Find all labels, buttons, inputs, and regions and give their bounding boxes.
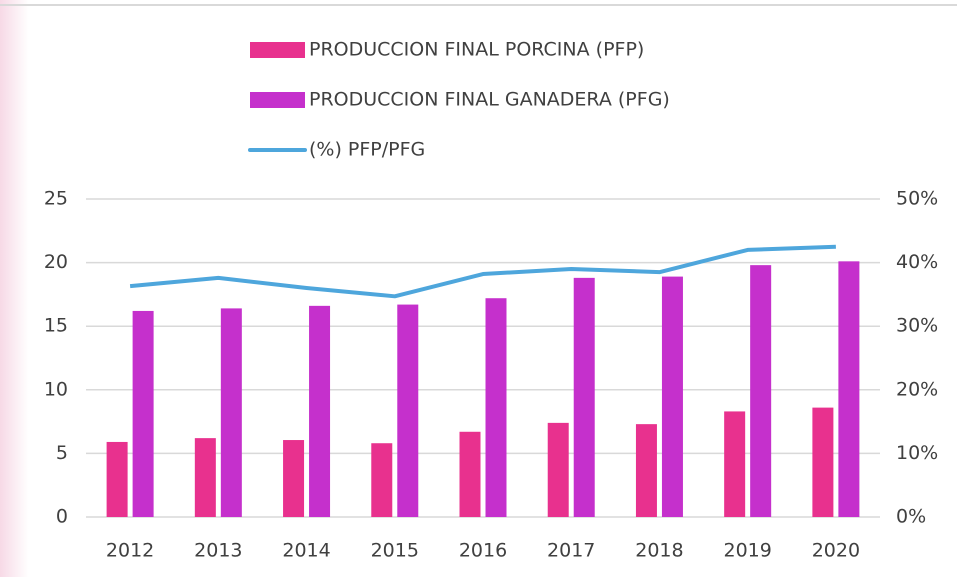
y-tick-label: 25 [44, 188, 68, 210]
bar [573, 277, 595, 517]
x-tick-label: 2015 [371, 540, 419, 562]
legend-label: (%) PFP/PFG [309, 139, 425, 161]
bar [485, 298, 507, 517]
x-tick-label: 2017 [547, 540, 595, 562]
bar [371, 443, 393, 517]
y-tick-label: 20 [44, 251, 68, 273]
bar [194, 438, 216, 517]
bar [635, 424, 657, 517]
bar [812, 407, 834, 517]
x-tick-label: 2016 [459, 540, 507, 562]
y2-tick-label: 0% [896, 506, 926, 528]
bar [459, 431, 481, 517]
y-tick-label: 10 [44, 378, 68, 400]
x-tick-label: 2013 [194, 540, 242, 562]
bar [661, 276, 683, 517]
y-tick-label: 5 [56, 442, 68, 464]
x-tick-label: 2019 [723, 540, 771, 562]
bar [838, 261, 860, 517]
bar [106, 441, 128, 517]
bar [132, 310, 154, 517]
y-tick-label: 15 [44, 315, 68, 337]
bar [309, 305, 331, 517]
bar [547, 422, 569, 517]
bar [397, 304, 419, 517]
y2-tick-label: 20% [896, 378, 938, 400]
bar [750, 265, 772, 517]
x-tick-label: 2014 [282, 540, 330, 562]
bar [220, 308, 242, 517]
x-tick-label: 2012 [106, 540, 154, 562]
y2-tick-label: 50% [896, 188, 938, 210]
y2-tick-label: 40% [896, 251, 938, 273]
y-tick-label: 0 [56, 506, 68, 528]
y2-tick-label: 10% [896, 442, 938, 464]
legend-label: PRODUCCION FINAL GANADERA (PFG) [309, 89, 670, 111]
legend-label: PRODUCCION FINAL PORCINA (PFP) [309, 39, 644, 61]
y2-tick-label: 30% [896, 315, 938, 337]
bar [724, 411, 746, 517]
legend-swatch [250, 42, 305, 58]
legend-swatch [250, 92, 305, 108]
x-tick-label: 2020 [812, 540, 860, 562]
x-tick-label: 2018 [635, 540, 683, 562]
line [129, 244, 836, 299]
bar [283, 440, 305, 517]
